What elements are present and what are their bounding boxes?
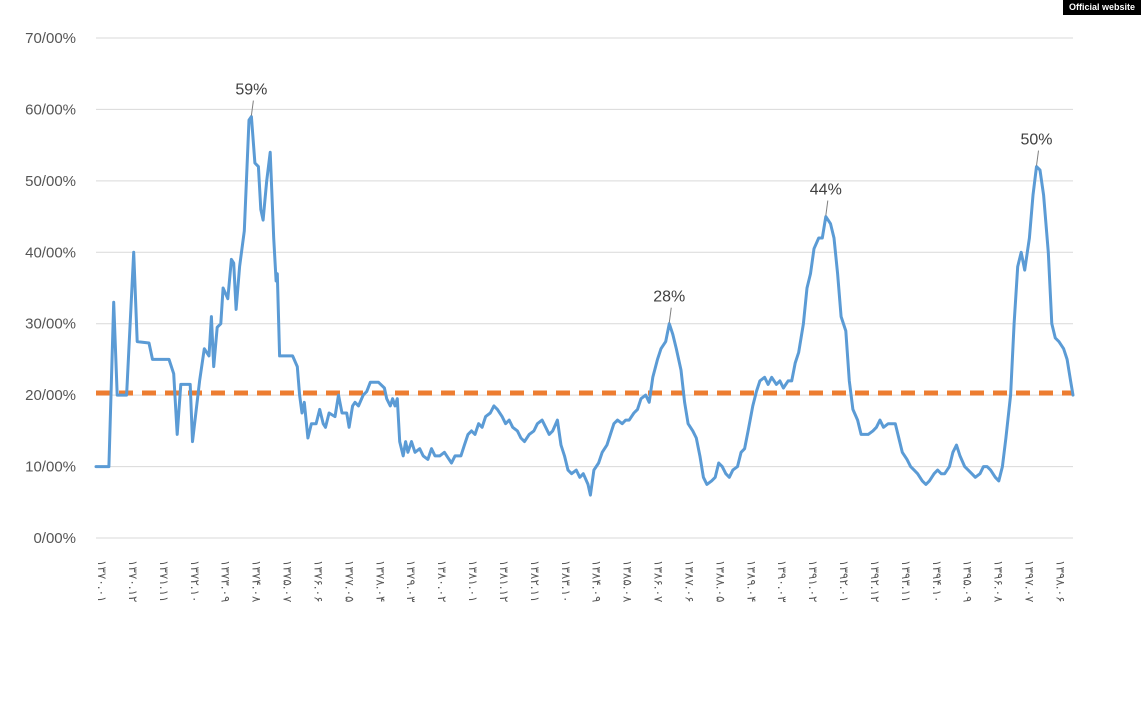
- x-tick-label: ۱۳۸۱.۱۲: [497, 560, 511, 603]
- x-tick-label: ۱۳۷۳.۰۹: [219, 560, 233, 603]
- x-tick-label: ۱۳۹۶.۰۸: [992, 560, 1006, 603]
- x-tick-label: ۱۳۸۸.۰۵: [713, 560, 727, 603]
- y-tick-label: 70/00%: [25, 30, 76, 47]
- x-tick-label: ۱۳۷۰.۱۲: [126, 560, 140, 603]
- y-tick-label: 10/00%: [25, 459, 76, 476]
- x-tick-label: ۱۳۸۲.۱۱: [528, 560, 542, 603]
- x-tick-label: ۱۳۷۲.۱۰: [188, 560, 202, 603]
- x-axis-ticks: ۱۳۷۰.۰۱ ۱۳۷۰.۱۲ ۱۳۷۱.۱۱ ۱۳۷۲.۱۰ ۱۳۷۳.۰۹ ۱۳۷۴.…: [95, 560, 1067, 603]
- official-website-badge: Official website: [1062, 0, 1141, 15]
- x-tick-label: ۱۳۹۰.۰۳: [775, 560, 789, 603]
- annotation-label: 50%: [1020, 132, 1052, 149]
- x-tick-label: ۱۳۸۰.۰۲: [435, 560, 449, 603]
- y-tick-label: 30/00%: [25, 316, 76, 333]
- y-tick-label: 50/00%: [25, 173, 76, 190]
- annotation-leader: [250, 100, 254, 116]
- x-tick-label: ۱۳۹۴.۱۰: [930, 560, 944, 603]
- x-tick-label: ۱۳۷۶.۰۶: [311, 560, 325, 603]
- series-line: [94, 115, 1075, 497]
- x-tick-label: ۱۳۷۷.۰۵: [342, 560, 356, 603]
- x-tick-label: ۱۳۷۴.۰۸: [250, 560, 264, 603]
- y-axis-ticks: 0/00% 10/00% 20/00% 30/00% 40/00% 50/00% 60/00…: [25, 30, 76, 547]
- annotation-leader: [1036, 150, 1040, 166]
- x-tick-label: ۱۳۹۱.۰۲: [806, 560, 820, 603]
- x-tick-label: ۱۳۸۶.۰۷: [652, 560, 666, 603]
- annotation-label: 44%: [810, 182, 842, 199]
- x-tick-label: ۱۳۸۴.۰۹: [590, 560, 604, 603]
- x-tick-label: ۱۳۹۲.۱۲: [868, 560, 882, 603]
- annotation-leader: [825, 200, 829, 216]
- x-tick-label: ۱۳۹۳.۱۱: [899, 560, 913, 603]
- x-tick-label: ۱۳۷۵.۰۷: [281, 560, 295, 603]
- x-tick-label: ۱۳۹۷.۰۷: [1023, 560, 1037, 603]
- y-tick-label: 20/00%: [25, 387, 76, 404]
- annotation-leader: [668, 307, 672, 323]
- annotations-group: 59% 28% 44% 50%: [235, 82, 1053, 323]
- y-tick-label: 60/00%: [25, 101, 76, 118]
- x-tick-label: ۱۳۹۲.۰۱: [837, 560, 851, 603]
- x-tick-label: ۱۳۷۹.۰۳: [404, 560, 418, 603]
- x-tick-label: ۱۳۸۹.۰۴: [744, 560, 758, 603]
- x-tick-label: ۱۳۸۵.۰۸: [621, 560, 635, 603]
- series-group: [94, 115, 1075, 497]
- annotation-label: 59%: [235, 82, 267, 99]
- x-tick-label: ۱۳۷۱.۱۱: [157, 560, 171, 603]
- x-tick-label: ۱۳۹۵.۰۹: [961, 560, 975, 603]
- y-tick-label: 0/00%: [33, 530, 76, 547]
- x-tick-label: ۱۳۸۳.۱۰: [559, 560, 573, 603]
- x-tick-label: ۱۳۷۸.۰۴: [373, 560, 387, 603]
- x-tick-label: ۱۳۷۰.۰۱: [95, 560, 109, 603]
- y-tick-label: 40/00%: [25, 244, 76, 261]
- x-tick-label: ۱۳۹۸.۰۶: [1053, 560, 1067, 603]
- gridlines: [96, 37, 1073, 539]
- annotation-label: 28%: [653, 289, 685, 306]
- x-tick-label: ۱۳۸۷.۰۶: [682, 560, 696, 603]
- x-tick-label: ۱۳۸۱.۰۱: [466, 560, 480, 603]
